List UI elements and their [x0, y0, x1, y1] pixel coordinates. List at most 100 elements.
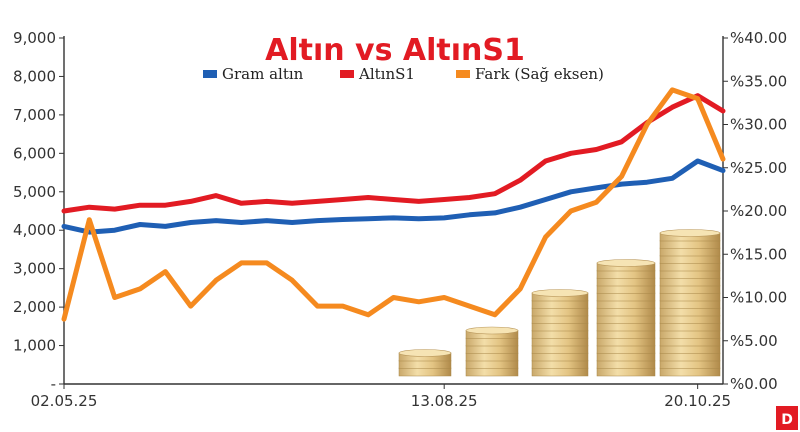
- series-point: [442, 216, 446, 220]
- series-point: [721, 109, 725, 113]
- series-point: [87, 205, 91, 209]
- series-point: [189, 221, 193, 225]
- series-line: [61, 93, 726, 214]
- coin: [659, 367, 721, 377]
- coin: [659, 330, 721, 339]
- right-tick-label: %20.00: [730, 202, 787, 220]
- left-tick-label: 4,000: [13, 221, 56, 239]
- series-point: [569, 151, 573, 155]
- series-point: [138, 287, 142, 291]
- coin: [531, 300, 589, 309]
- coin: [596, 270, 656, 279]
- left-tick-label: 3,000: [13, 260, 56, 278]
- series-point: [620, 182, 624, 186]
- coin: [596, 292, 656, 302]
- series-point: [392, 197, 395, 201]
- coin: [596, 300, 656, 309]
- left-tick-label: 7,000: [13, 106, 56, 124]
- series-point: [265, 199, 269, 203]
- series-point: [366, 217, 370, 221]
- coin: [659, 337, 721, 347]
- series-point: [696, 97, 700, 101]
- series-point: [315, 219, 319, 223]
- series-point: [392, 296, 395, 299]
- series-point: [290, 201, 294, 205]
- series-point: [189, 199, 193, 203]
- coin: [659, 300, 721, 309]
- series-point: [417, 199, 421, 203]
- series-point: [696, 159, 700, 163]
- x-tick-label: 20.10.25: [664, 392, 731, 410]
- series-point: [468, 213, 472, 217]
- coin: [465, 360, 519, 369]
- coin: [465, 345, 519, 354]
- coin-stacks-illustration: [398, 229, 721, 377]
- series-point: [62, 209, 66, 213]
- series-point: [544, 159, 548, 163]
- series-point: [62, 317, 66, 321]
- x-tick-label: 13.08.25: [411, 392, 478, 410]
- legend: Gram altın AltınS1 Fark (Sağ eksen): [203, 65, 604, 83]
- series-point: [468, 304, 472, 308]
- left-tick-label: 5,000: [13, 183, 56, 201]
- coin: [596, 285, 656, 294]
- coin: [465, 337, 519, 347]
- coin: [659, 277, 721, 287]
- series-point: [518, 287, 522, 291]
- series-point: [417, 217, 421, 221]
- series-point: [620, 174, 624, 178]
- legend-swatch: [203, 70, 217, 78]
- coin: [398, 367, 452, 377]
- right-tick-label: %5.00: [730, 332, 778, 350]
- coin: [596, 322, 656, 332]
- series-point: [670, 105, 674, 109]
- series-point: [341, 304, 345, 308]
- right-tick-label: %10.00: [730, 289, 787, 307]
- coin: [659, 315, 721, 324]
- series-point: [569, 190, 573, 194]
- series-point: [518, 178, 522, 182]
- coin: [531, 352, 589, 362]
- coin: [659, 285, 721, 294]
- series-point: [214, 219, 218, 223]
- coin-top: [465, 326, 519, 335]
- series-point: [620, 140, 624, 144]
- series-point: [341, 197, 345, 201]
- series-point: [315, 199, 319, 203]
- coin: [398, 360, 452, 369]
- series-point: [594, 200, 598, 204]
- coin: [659, 247, 721, 257]
- series-point: [239, 201, 243, 205]
- coin: [659, 270, 721, 279]
- coin: [659, 240, 721, 249]
- series-point: [594, 186, 598, 190]
- series-point: [442, 197, 446, 201]
- series-point: [265, 261, 269, 265]
- coin: [531, 360, 589, 369]
- chart-title: Altın vs AltınS1: [265, 33, 525, 68]
- left-tick-label: 9,000: [13, 29, 56, 47]
- series-point: [113, 296, 117, 299]
- x-tick-label: 02.05.25: [31, 392, 98, 410]
- left-tick-label: -: [51, 375, 56, 393]
- series-point: [189, 304, 193, 308]
- legend-label: AltınS1: [358, 65, 415, 83]
- series-point: [493, 313, 497, 317]
- series-point: [87, 218, 91, 222]
- coin: [531, 337, 589, 347]
- coin: [465, 352, 519, 362]
- coin: [531, 367, 589, 377]
- coin: [659, 262, 721, 272]
- series-point: [468, 196, 472, 200]
- coin: [659, 360, 721, 369]
- series-point: [138, 222, 142, 226]
- series-point: [214, 194, 218, 198]
- series-point: [493, 192, 497, 196]
- series-2: [61, 87, 726, 322]
- coin: [596, 307, 656, 317]
- coin: [531, 345, 589, 354]
- right-tick-label: %40.00: [730, 29, 787, 47]
- series-point: [239, 261, 243, 265]
- series-point: [366, 313, 370, 317]
